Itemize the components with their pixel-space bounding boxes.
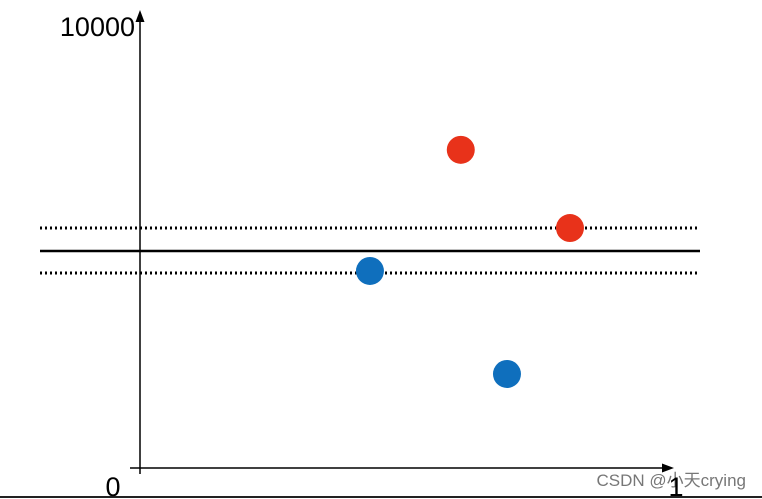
y-tick-label: 10000 [60, 12, 135, 42]
point [555, 214, 584, 243]
watermark: CSDN @小天crying [597, 471, 747, 490]
x-tick-label: 0 [105, 472, 120, 499]
point [446, 135, 475, 164]
point [492, 359, 521, 388]
x-tick-label: 1 [668, 472, 683, 499]
point [355, 256, 384, 285]
